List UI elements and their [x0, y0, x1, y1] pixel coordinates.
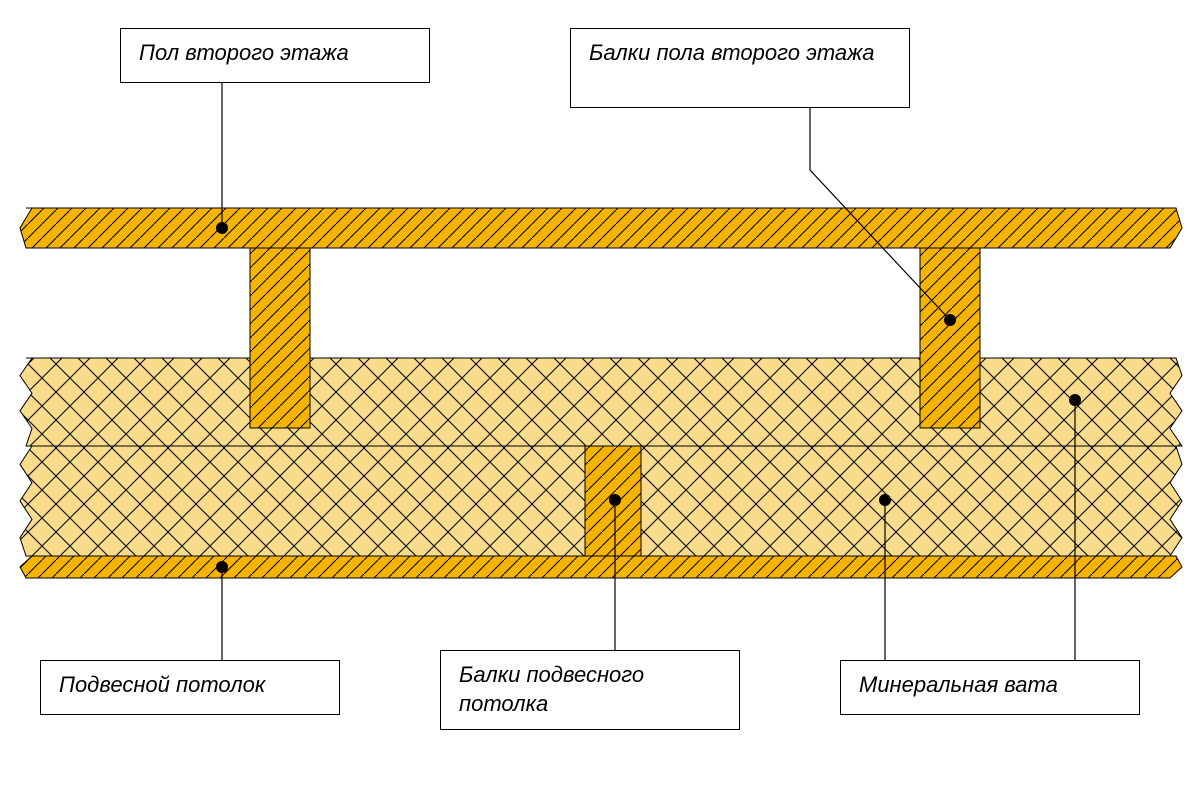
label-text: Подвесной потолок — [59, 672, 265, 697]
mineral-wool-upper — [20, 358, 1182, 446]
floor-second-story — [20, 208, 1182, 248]
suspended-ceiling — [20, 556, 1182, 578]
label-floor: Пол второго этажа — [120, 28, 430, 83]
floor-beam — [250, 248, 310, 428]
label-mineral-wool: Минеральная вата — [840, 660, 1140, 715]
label-text: Минеральная вата — [859, 672, 1058, 697]
label-text: Балки подвесного потолка — [459, 662, 644, 716]
label-ceiling-beams: Балки подвесного потолка — [440, 650, 740, 730]
label-text: Пол второго этажа — [139, 40, 349, 65]
label-text: Балки пола второго этажа — [589, 40, 875, 65]
label-floor-beams: Балки пола второго этажа — [570, 28, 910, 108]
label-ceiling: Подвесной потолок — [40, 660, 340, 715]
floor-beam — [920, 248, 980, 428]
